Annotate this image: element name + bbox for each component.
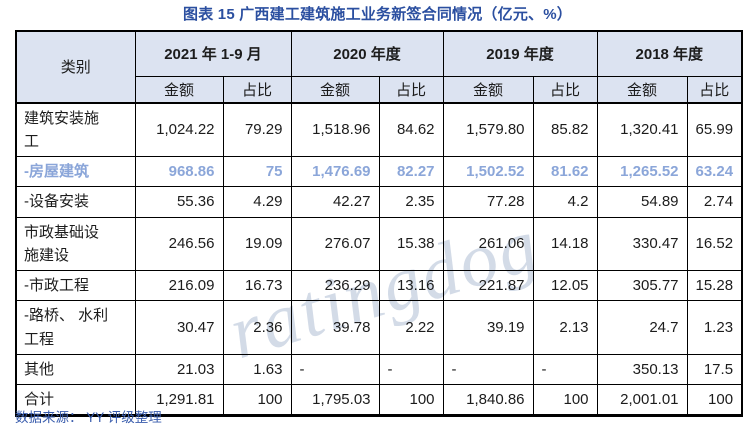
value-cell: 30.47 (134, 300, 224, 355)
table-row: -市政工程 216.09 16.73 236.29 13.16 221.87 1… (15, 269, 743, 302)
value-cell: 79.29 (222, 102, 292, 157)
table-row-highlighted: -房屋建筑 968.86 75 1,476.69 82.27 1,502.52 … (15, 155, 743, 188)
value-cell: 1,518.96 (290, 102, 380, 157)
value-cell: 24.7 (596, 300, 688, 355)
ratio-subheader: 占比 (532, 75, 598, 104)
value-cell: 12.05 (532, 269, 598, 302)
value-cell: 305.77 (596, 269, 688, 302)
value-cell: 4.2 (532, 186, 598, 218)
table-row: 市政基础设施建设 246.56 19.09 276.07 15.38 261.0… (15, 216, 743, 271)
value-cell: 14.18 (532, 216, 598, 271)
row-label: -房屋建筑 (15, 155, 136, 188)
value-cell: 2.13 (532, 300, 598, 355)
value-cell: 81.62 (532, 155, 598, 188)
value-cell: 276.07 (290, 216, 380, 271)
value-cell: 221.87 (442, 269, 534, 302)
value-cell: 2.35 (378, 186, 444, 218)
period-header-2021: 2021 年 1-9 月 (134, 30, 292, 77)
table-row: -设备安装 55.36 4.29 42.27 2.35 77.28 4.2 54… (15, 186, 743, 218)
value-cell: 1,476.69 (290, 155, 380, 188)
row-label: -设备安装 (15, 186, 136, 218)
value-cell: 236.29 (290, 269, 380, 302)
value-cell: 75 (222, 155, 292, 188)
value-cell: 4.29 (222, 186, 292, 218)
category-header: 类别 (15, 30, 136, 104)
amount-subheader: 金额 (290, 75, 380, 104)
value-cell: - (532, 353, 598, 386)
row-label: -市政工程 (15, 269, 136, 302)
amount-subheader: 金额 (442, 75, 534, 104)
value-cell: 13.16 (378, 269, 444, 302)
value-cell: - (442, 353, 534, 386)
value-cell: 100 (378, 383, 444, 417)
value-cell: 1,502.52 (442, 155, 534, 188)
value-cell: 17.5 (686, 353, 743, 386)
value-cell: 15.28 (686, 269, 743, 302)
ratio-subheader: 占比 (686, 75, 743, 104)
row-label: -路桥、 水利工程 (15, 300, 136, 355)
value-cell: 2,001.01 (596, 383, 688, 417)
value-cell: 1,024.22 (134, 102, 224, 157)
table-row: 建筑安装施工 1,024.22 79.29 1,518.96 84.62 1,5… (15, 102, 743, 157)
data-source-note: 数据来源： YY 评级整理 (15, 410, 162, 425)
value-cell: 85.82 (532, 102, 598, 157)
value-cell: 1,291.81 (134, 383, 224, 417)
value-cell: 84.62 (378, 102, 444, 157)
row-label: 其他 (15, 353, 136, 386)
table-row-total: 合计 1,291.81 100 1,795.03 100 1,840.86 10… (15, 383, 743, 417)
value-cell: 246.56 (134, 216, 224, 271)
value-cell: 54.89 (596, 186, 688, 218)
value-cell: 1,795.03 (290, 383, 380, 417)
row-label: 建筑安装施工 (15, 102, 136, 157)
period-header-2020: 2020 年度 (290, 30, 444, 77)
value-cell: 16.52 (686, 216, 743, 271)
value-cell: 65.99 (686, 102, 743, 157)
value-cell: - (290, 353, 380, 386)
value-cell: 2.22 (378, 300, 444, 355)
value-cell: 350.13 (596, 353, 688, 386)
table-row: -路桥、 水利工程 30.47 2.36 39.78 2.22 39.19 2.… (15, 300, 743, 355)
value-cell: 1,579.80 (442, 102, 534, 157)
value-cell: 39.19 (442, 300, 534, 355)
value-cell: 100 (686, 383, 743, 417)
value-cell: 100 (222, 383, 292, 417)
value-cell: - (378, 353, 444, 386)
value-cell: 63.24 (686, 155, 743, 188)
value-cell: 216.09 (134, 269, 224, 302)
value-cell: 55.36 (134, 186, 224, 218)
row-label: 合计 (15, 383, 136, 417)
value-cell: 968.86 (134, 155, 224, 188)
header-row-periods: 类别 2021 年 1-9 月 2020 年度 2019 年度 2018 年度 (15, 30, 743, 104)
period-header-2018: 2018 年度 (596, 30, 743, 77)
period-header-2019: 2019 年度 (442, 30, 598, 77)
value-cell: 1.63 (222, 353, 292, 386)
value-cell: 21.03 (134, 353, 224, 386)
value-cell: 2.36 (222, 300, 292, 355)
figure-title: 图表 15 广西建工建筑施工业务新签合同情况（亿元、%） (183, 6, 572, 23)
value-cell: 42.27 (290, 186, 380, 218)
value-cell: 19.09 (222, 216, 292, 271)
amount-subheader: 金额 (596, 75, 688, 104)
value-cell: 2.74 (686, 186, 743, 218)
contracts-table: 类别 2021 年 1-9 月 2020 年度 2019 年度 2018 年度 … (15, 30, 744, 418)
value-cell: 16.73 (222, 269, 292, 302)
value-cell: 1.23 (686, 300, 743, 355)
value-cell: 330.47 (596, 216, 688, 271)
ratio-subheader: 占比 (378, 75, 444, 104)
amount-subheader: 金额 (134, 75, 224, 104)
table-row: 其他 21.03 1.63 - - - - 350.13 17.5 (15, 353, 743, 386)
value-cell: 77.28 (442, 186, 534, 218)
ratio-subheader: 占比 (222, 75, 292, 104)
value-cell: 1,265.52 (596, 155, 688, 188)
value-cell: 1,320.41 (596, 102, 688, 157)
row-label: 市政基础设施建设 (15, 216, 136, 271)
value-cell: 82.27 (378, 155, 444, 188)
value-cell: 15.38 (378, 216, 444, 271)
value-cell: 1,840.86 (442, 383, 534, 417)
value-cell: 39.78 (290, 300, 380, 355)
value-cell: 100 (532, 383, 598, 417)
header-row-subheaders: 金额 占比 金额 占比 金额 占比 金额 占比 (16, 75, 743, 104)
value-cell: 261.06 (442, 216, 534, 271)
